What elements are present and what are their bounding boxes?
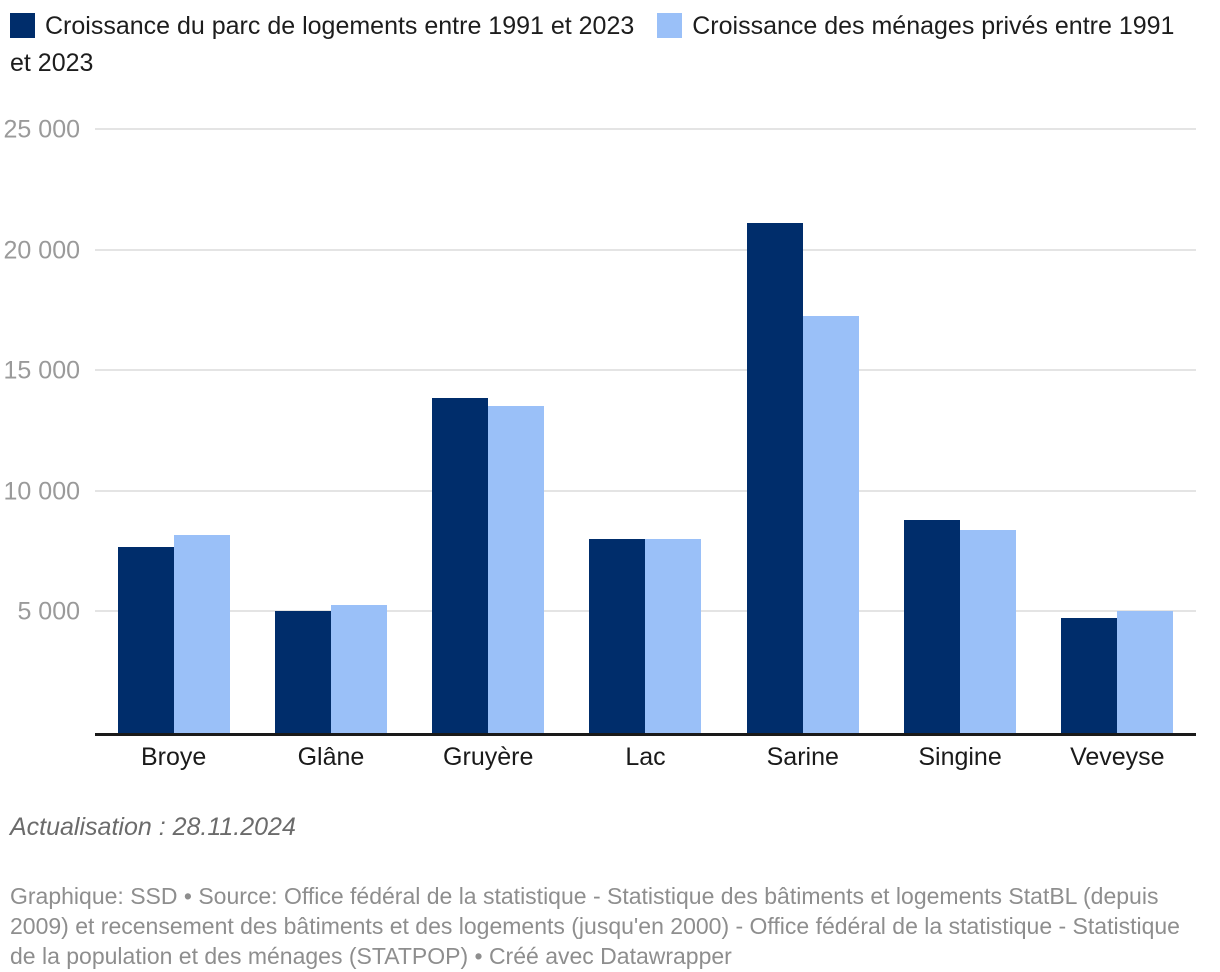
bar-group-gruyère	[410, 130, 567, 733]
update-note: Actualisation : 28.11.2024	[10, 813, 296, 841]
legend-item-menages: Croissance des ménages privés entre 1991…	[10, 12, 1174, 77]
legend-swatch	[10, 13, 35, 38]
bar-series2-sarine	[802, 315, 859, 733]
bar-series1-veveyse	[1061, 618, 1118, 733]
y-axis-labels: 5 000 10 000 15 000 20 000 25 000	[0, 116, 80, 733]
y-tick-label: 25 000	[3, 115, 80, 144]
bar-series1-singine	[904, 519, 961, 733]
y-tick-label: 5 000	[17, 597, 80, 626]
y-tick-label: 10 000	[3, 477, 80, 506]
x-axis-label-sarine: Sarine	[766, 743, 839, 771]
bar-group-glâne	[252, 130, 409, 733]
bar-series1-broye	[117, 547, 174, 733]
x-axis-labels: Broye Glâne Gruyère Lac Sarine Singine Veveyse	[95, 743, 1196, 772]
bar-group-sarine	[724, 130, 881, 733]
bar-series2-broye	[173, 535, 230, 733]
y-tick-label: 15 000	[3, 356, 80, 385]
bar-group-broye	[95, 130, 252, 733]
legend: Croissance du parc de logements entre 19…	[10, 8, 1188, 82]
x-axis-label-singine: Singine	[918, 743, 1002, 771]
legend-label: Croissance du parc de logements entre 19…	[45, 12, 635, 40]
plot-area	[95, 128, 1196, 733]
attribution-text: Graphique: SSD • Source: Office fédéral …	[10, 883, 1180, 969]
x-axis-label-broye: Broye	[140, 743, 207, 771]
x-axis-line	[95, 733, 1196, 736]
legend-swatch	[657, 13, 683, 38]
gridline	[95, 489, 1196, 492]
bar-group-veveyse	[1039, 130, 1196, 733]
x-axis-label-veveyse: Veveyse	[1070, 743, 1165, 771]
bar-series2-gruyère	[488, 406, 545, 733]
bar-series1-gruyère	[432, 397, 489, 733]
bar-series1-lac	[589, 538, 646, 733]
legend-item-logements: Croissance du parc de logements entre 19…	[10, 12, 634, 40]
x-axis-label-gruyère: Gruyère	[443, 743, 534, 771]
gridline	[95, 128, 1196, 130]
bar-series2-veveyse	[1117, 611, 1174, 733]
bar-series2-lac	[645, 538, 702, 733]
gridline	[95, 369, 1196, 372]
bar-series1-sarine	[746, 222, 803, 733]
bars-layer	[95, 130, 1196, 733]
x-axis-label-glâne: Glâne	[297, 743, 365, 771]
bar-series2-singine	[960, 530, 1017, 733]
gridline	[95, 248, 1196, 251]
bar-group-singine	[881, 130, 1038, 733]
bar-group-lac	[567, 130, 724, 733]
bar-series2-glâne	[330, 605, 387, 733]
bar-series1-glâne	[274, 611, 331, 733]
x-axis-label-lac: Lac	[625, 743, 666, 771]
legend-label: Croissance des ménages privés entre 1991…	[10, 12, 1175, 77]
y-tick-label: 20 000	[3, 236, 80, 265]
